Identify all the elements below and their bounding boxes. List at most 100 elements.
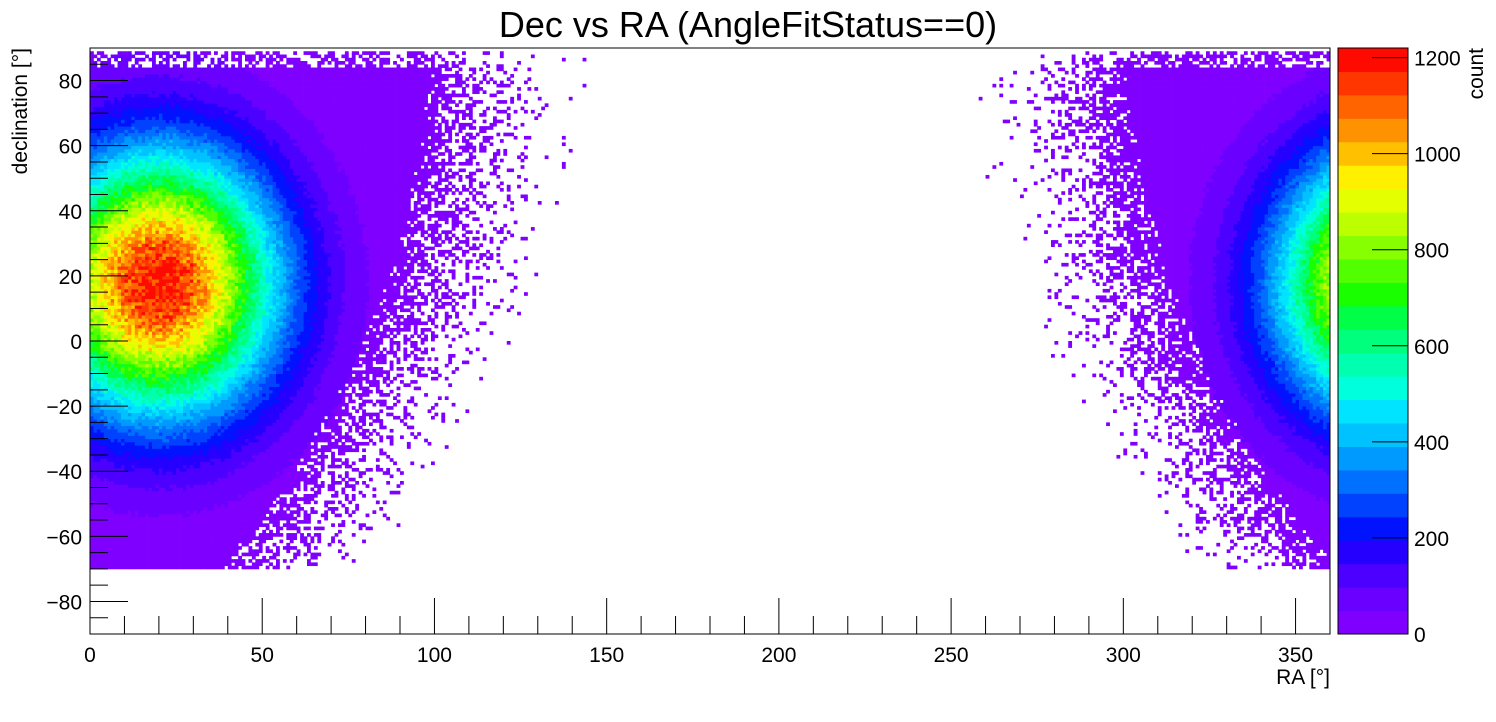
heatmap-cell (231, 490, 236, 495)
heatmap-cell (176, 536, 180, 540)
heatmap-cell (207, 523, 211, 527)
heatmap-cell (293, 510, 298, 514)
heatmap-cell (162, 546, 167, 550)
heatmap-cell (179, 425, 184, 430)
heatmap-cell (1237, 419, 1241, 423)
heatmap-cell (224, 520, 229, 524)
heatmap-cell (141, 441, 146, 446)
heatmap-cell (303, 458, 308, 462)
heatmap-cell (310, 451, 315, 456)
heatmap-cell (248, 445, 253, 449)
heatmap-cell (90, 461, 94, 466)
heatmap-cell (121, 464, 125, 469)
heatmap-cell (1264, 412, 1269, 417)
heatmap-cell (110, 520, 115, 524)
heatmap-cell (1326, 438, 1331, 443)
heatmap-cell (152, 484, 156, 488)
heatmap-cell (258, 461, 263, 466)
heatmap-cell (245, 419, 249, 423)
heatmap-cell (1285, 549, 1290, 554)
heatmap-cell (131, 467, 136, 472)
heatmap-cell (282, 477, 287, 482)
heatmap-cell (103, 467, 108, 472)
heatmap-cell (1230, 409, 1234, 414)
heatmap-cell (124, 422, 129, 427)
heatmap-cell (258, 494, 263, 498)
heatmap-cell (286, 425, 291, 430)
heatmap-cell (227, 448, 232, 453)
heatmap-cell (234, 529, 239, 534)
heatmap-cell (372, 419, 377, 423)
heatmap-cell (1206, 422, 1210, 427)
heatmap-cell (1281, 415, 1286, 420)
heatmap-cell (1150, 402, 1155, 407)
heatmap-cell (1305, 507, 1310, 511)
heatmap-cell (183, 464, 187, 469)
heatmap-cell (248, 526, 253, 531)
heatmap-cell (196, 500, 201, 505)
heatmap-cell (214, 458, 218, 462)
heatmap-cell (410, 425, 415, 430)
heatmap-cell (282, 480, 287, 485)
heatmap-cell (165, 454, 170, 459)
heatmap-cell (1257, 526, 1262, 531)
heatmap-cell (96, 406, 101, 410)
heatmap-cell (231, 474, 236, 479)
heatmap-cell (107, 555, 112, 560)
heatmap-cell (210, 402, 215, 407)
heatmap-cell (403, 409, 408, 414)
heatmap-cell (1264, 441, 1269, 446)
heatmap-cell (258, 406, 263, 410)
heatmap-cell (1285, 520, 1290, 524)
heatmap-cell (127, 477, 132, 482)
heatmap-cell (331, 500, 335, 505)
heatmap-cell (110, 415, 115, 420)
heatmap-cell (96, 399, 101, 404)
heatmap-cell (1312, 441, 1317, 446)
heatmap-cell (276, 516, 280, 521)
heatmap-cell (121, 445, 125, 449)
heatmap-cell (200, 415, 205, 420)
heatmap-cell (121, 542, 125, 547)
heatmap-cell (1257, 412, 1262, 417)
heatmap-cell (100, 539, 105, 544)
heatmap-cell (1295, 562, 1300, 567)
heatmap-cell (227, 458, 232, 462)
heatmap-cell (127, 555, 132, 560)
heatmap-cell (193, 562, 198, 567)
heatmap-cell (1199, 477, 1203, 482)
heatmap-cell (1309, 448, 1314, 453)
heatmap-cell (1316, 477, 1321, 482)
heatmap-cell (234, 562, 239, 567)
heatmap-cell (262, 474, 267, 479)
heatmap-cell (189, 412, 194, 417)
heatmap-cell (1326, 497, 1331, 501)
heatmap-cell (1226, 454, 1231, 459)
heatmap-cell (265, 419, 270, 423)
heatmap-cell (262, 480, 267, 485)
heatmap-cell (1250, 409, 1255, 414)
heatmap-cell (1250, 415, 1255, 420)
heatmap-cell (238, 448, 242, 453)
heatmap-cell (100, 507, 105, 511)
heatmap-cell (131, 484, 136, 488)
heatmap-cell (100, 467, 105, 472)
heatmap-cell (303, 402, 308, 407)
heatmap-cell (245, 503, 249, 508)
heatmap-cell (1254, 467, 1259, 472)
heatmap-cell (334, 480, 339, 485)
heatmap-cell (103, 454, 108, 459)
heatmap-cell (231, 477, 236, 482)
heatmap-cell (272, 409, 277, 414)
heatmap-cell (248, 425, 253, 430)
heatmap-cell (131, 552, 136, 557)
heatmap-cell (200, 412, 205, 417)
heatmap-cell (107, 549, 112, 554)
heatmap-cell (141, 549, 146, 554)
heatmap-cell (1316, 435, 1321, 440)
heatmap-cell (279, 461, 284, 466)
heatmap-cell (117, 428, 122, 433)
heatmap-cell (331, 422, 335, 427)
heatmap-cell (1305, 425, 1310, 430)
heatmap-cell (220, 425, 225, 430)
